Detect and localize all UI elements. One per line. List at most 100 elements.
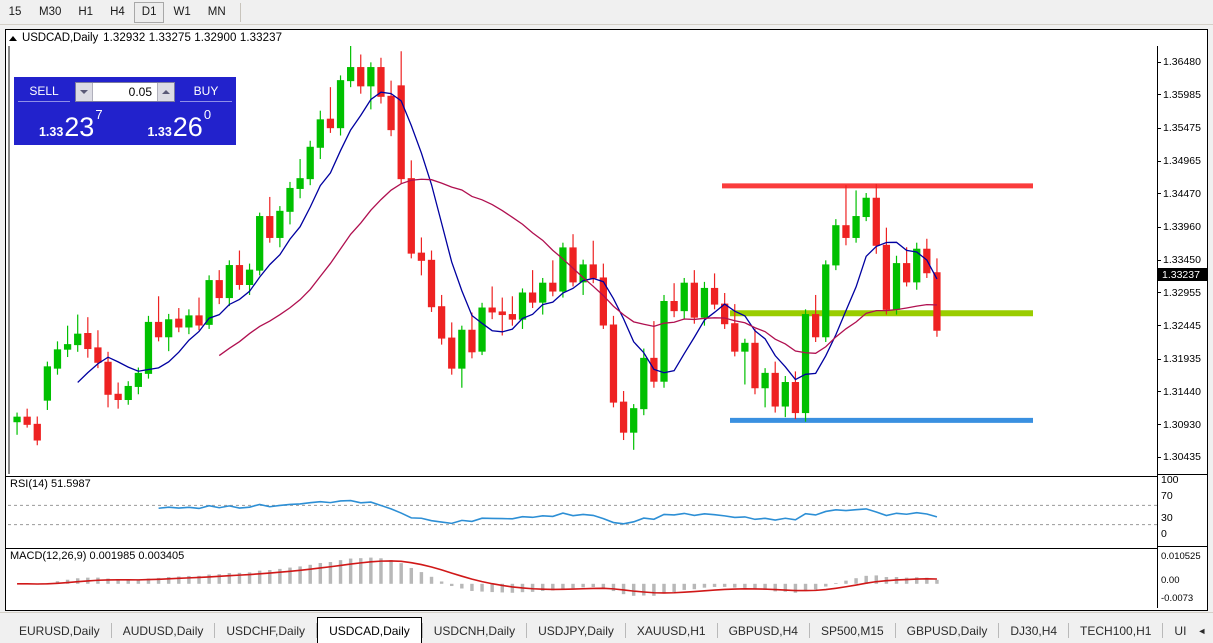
tick-mark <box>1158 160 1161 162</box>
macd-chart-svg <box>17 557 939 596</box>
symbol-tab-bar: EURUSD,Daily AUDUSD,Daily USDCHF,Daily USDC… <box>0 612 1213 643</box>
timeframe-button-h1[interactable]: H1 <box>78 6 94 18</box>
price-scale-axis[interactable]: 1.36480 1.35985 1.35475 1.34965 1.34470 1.339… <box>1157 46 1207 608</box>
macd-tick-label: -0.0073 <box>1161 592 1194 604</box>
price-tick: 1.34965 <box>1158 155 1207 168</box>
price-tick: 1.36480 <box>1158 56 1207 68</box>
macd-tick: -0.0073 <box>1158 592 1207 604</box>
volume-increase-button[interactable] <box>157 82 174 101</box>
symbol-tab-gbpusd-h4[interactable]: GBPUSD,H4 <box>728 624 798 638</box>
current-price-marker: 1.33237 <box>1158 268 1207 282</box>
price-tick-label: 1.31440 <box>1163 385 1201 398</box>
tick-mark <box>1158 259 1161 261</box>
tick-mark <box>1158 456 1161 458</box>
chart-window[interactable]: USDCAD,Daily 1.32932 1.33275 1.32900 1.3… <box>5 29 1208 611</box>
price-tick-label: 1.30930 <box>1163 418 1201 431</box>
price-tick: 1.35985 <box>1158 89 1207 101</box>
rsi-tick: 30 <box>1158 511 1207 524</box>
chevron-down-icon <box>80 89 88 94</box>
price-tick: 1.32445 <box>1158 319 1207 332</box>
timeframe-button-mn[interactable]: MN <box>207 6 226 18</box>
price-pane[interactable] <box>6 46 1159 474</box>
tick-mark <box>1158 292 1161 294</box>
sell-price-prefix: 1.33 <box>38 124 64 139</box>
symbol-tab-dj30-h4[interactable]: DJ30,H4 <box>1010 624 1058 638</box>
price-tick-label: 1.32445 <box>1163 319 1201 332</box>
toolbar-divider <box>239 2 241 22</box>
price-tick: 1.31935 <box>1158 353 1207 365</box>
price-chart-svg <box>13 46 1033 450</box>
price-tick: 1.33960 <box>1158 221 1207 233</box>
price-tick-label: 1.35475 <box>1163 122 1201 134</box>
symbol-tab-usdcnh-daily[interactable]: USDCNH,Daily <box>433 624 516 638</box>
tab-divider <box>1162 622 1164 638</box>
volume-input[interactable]: 0.05 <box>128 84 152 99</box>
tab-divider <box>998 622 1000 638</box>
tick-mark <box>1158 193 1161 195</box>
symbol-tab-tech100-h1[interactable]: TECH100,H1 <box>1080 624 1152 638</box>
symbol-tab-usdcad-daily[interactable]: USDCAD,Daily <box>317 617 422 643</box>
macd-tick: 0.010525 <box>1158 550 1207 562</box>
tick-mark <box>1158 325 1161 327</box>
one-click-trading-panel[interactable]: SELL 0.05 BUY 1.33 23 7 1.33 26 0 <box>14 77 236 145</box>
trade-panel-prices: 1.33 23 7 1.33 26 0 <box>14 103 236 145</box>
rsi-pane[interactable]: RSI(14) 51.5987 <box>6 476 1159 548</box>
symbol-tab-gbpusd-daily[interactable]: GBPUSD,Daily <box>906 624 988 638</box>
price-tick: 1.35475 <box>1158 122 1207 134</box>
tab-divider <box>894 622 896 638</box>
tick-mark <box>1158 94 1161 96</box>
price-tick-label: 1.33450 <box>1163 254 1201 267</box>
rsi-tick-label: 30 <box>1161 511 1173 524</box>
price-tick-label: 1.34965 <box>1163 155 1201 168</box>
buy-price-prefix: 1.33 <box>147 124 172 139</box>
chart-header: USDCAD,Daily 1.32932 1.33275 1.32900 1.3… <box>6 30 1207 46</box>
trade-panel-top-row: SELL 0.05 BUY <box>14 77 236 103</box>
sell-price-cell[interactable]: 1.33 23 7 <box>18 103 124 142</box>
macd-tick-label: 0.010525 <box>1161 550 1201 562</box>
tab-divider <box>808 622 810 638</box>
tab-divider <box>214 622 216 638</box>
price-tick: 1.30435 <box>1158 451 1207 463</box>
rsi-tick: 100 <box>1158 474 1207 486</box>
price-tick: 1.34470 <box>1158 187 1207 200</box>
volume-decrease-button[interactable] <box>76 82 93 101</box>
tick-mark <box>1158 226 1161 228</box>
symbol-tab-audusd-daily[interactable]: AUDUSD,Daily <box>122 624 204 638</box>
sell-button[interactable]: SELL <box>18 81 70 102</box>
chevron-up-icon <box>162 89 170 94</box>
scale-separator <box>1157 546 1207 547</box>
symbol-tab-usdjpy-daily[interactable]: USDJPY,Daily <box>538 624 614 638</box>
tick-mark <box>1158 127 1161 129</box>
tab-divider <box>526 622 528 638</box>
macd-pane[interactable]: MACD(12,26,9) 0.001985 0.003405 <box>6 548 1159 608</box>
collapse-triangle-icon[interactable] <box>9 35 17 41</box>
buy-button[interactable]: BUY <box>180 81 232 102</box>
tick-mark <box>1158 61 1161 63</box>
price-tick-label: 1.33960 <box>1163 221 1201 233</box>
macd-label: MACD(12,26,9) 0.001985 0.003405 <box>10 550 185 562</box>
rsi-tick-label: 70 <box>1161 490 1173 503</box>
symbol-tab-ui[interactable]: UI <box>1174 624 1187 638</box>
symbol-tab-sp500-m15[interactable]: SP500,M15 <box>820 624 884 638</box>
rsi-tick: 0 <box>1158 528 1207 540</box>
timeframe-button-w1[interactable]: W1 <box>173 6 191 18</box>
buy-price-cell[interactable]: 1.33 26 0 <box>126 103 232 142</box>
tab-scroll-left-icon[interactable]: ◄ <box>1197 626 1207 636</box>
sell-price-fraction: 7 <box>95 107 103 122</box>
symbol-tab-eurusd-daily[interactable]: EURUSD,Daily <box>19 624 100 638</box>
tab-divider <box>624 622 626 638</box>
tab-scroll-controls: ◄ ► <box>1197 619 1213 643</box>
volume-stepper[interactable]: 0.05 <box>75 81 175 102</box>
timeframe-button-15[interactable]: 15 <box>8 6 22 18</box>
price-tick-label: 1.32955 <box>1163 286 1201 299</box>
scale-separator <box>1157 474 1207 475</box>
tab-divider <box>316 622 318 638</box>
timeframe-button-h4[interactable]: H4 <box>110 6 125 18</box>
symbol-tab-xauusd-h1[interactable]: XAUUSD,H1 <box>636 624 706 638</box>
tab-divider <box>1068 622 1070 638</box>
price-tick-label: 1.34470 <box>1163 187 1201 200</box>
symbol-tab-usdchf-daily[interactable]: USDCHF,Daily <box>226 624 306 638</box>
timeframe-button-d1[interactable]: D1 <box>133 1 165 23</box>
timeframe-button-m30[interactable]: M30 <box>39 6 62 18</box>
